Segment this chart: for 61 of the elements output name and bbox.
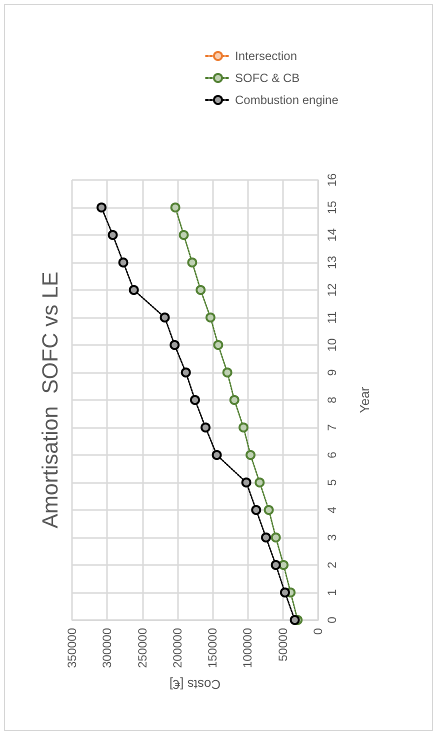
point <box>190 395 200 405</box>
x-tick-label: 0 <box>311 628 325 635</box>
y-tick-label: 4 <box>325 506 339 514</box>
x-tick-label: 150000 <box>206 628 220 668</box>
point <box>241 478 252 488</box>
point <box>290 615 300 625</box>
point <box>180 368 191 378</box>
point <box>229 395 240 405</box>
y-tick-label: 14 <box>325 228 339 242</box>
point <box>187 258 198 268</box>
y-tick-label: 8 <box>325 396 339 404</box>
point <box>170 340 180 350</box>
point <box>205 312 216 322</box>
y-axis-title: Year <box>357 386 372 414</box>
point <box>270 532 281 542</box>
point <box>246 450 256 460</box>
y-tick-label: 15 <box>325 200 339 214</box>
x-axis-title: Costs [€] <box>169 677 221 692</box>
y-tick-label: 13 <box>325 256 339 270</box>
point <box>160 312 170 322</box>
legend-label: Intersection <box>235 49 298 63</box>
y-tick-label: 0 <box>325 616 339 624</box>
point <box>260 532 271 542</box>
point <box>196 285 206 295</box>
point <box>222 368 232 378</box>
x-tick-label: 350000 <box>65 628 79 668</box>
point <box>238 422 248 432</box>
point <box>254 478 265 488</box>
y-tick-label: 12 <box>325 283 339 297</box>
x-tick-label: 250000 <box>135 628 150 668</box>
y-tick-label: 9 <box>325 368 339 376</box>
point <box>178 230 189 240</box>
text: Amortisation SOFC vs LE <box>38 272 62 528</box>
point <box>200 422 211 432</box>
y-tick-label: 6 <box>325 451 339 458</box>
y-tick-label: 10 <box>325 338 339 352</box>
point <box>270 560 281 570</box>
point <box>213 340 224 350</box>
point <box>251 505 262 515</box>
y-tick-label: 2 <box>325 561 339 568</box>
y-tick-label: 11 <box>325 310 339 324</box>
point <box>118 258 128 268</box>
legend-label: Combustion engine <box>235 93 339 107</box>
y-tick-label: 16 <box>325 173 339 187</box>
point <box>212 450 222 460</box>
x-tick-label: 50000 <box>276 628 290 662</box>
y-tick-label: 7 <box>325 424 339 431</box>
y-tick-label: 5 <box>325 478 339 486</box>
point <box>170 202 180 212</box>
point <box>128 285 139 295</box>
point <box>108 230 118 240</box>
point <box>264 505 274 515</box>
point <box>280 588 290 598</box>
x-tick-label: 100000 <box>240 628 255 668</box>
point <box>278 560 289 570</box>
legend-label: SOFC & CB <box>235 71 300 85</box>
x-tick-label: 200000 <box>170 628 184 668</box>
y-tick-label: 3 <box>325 534 339 541</box>
point <box>96 202 107 212</box>
y-tick-label: 1 <box>325 588 339 596</box>
x-tick-label: 300000 <box>100 628 114 668</box>
